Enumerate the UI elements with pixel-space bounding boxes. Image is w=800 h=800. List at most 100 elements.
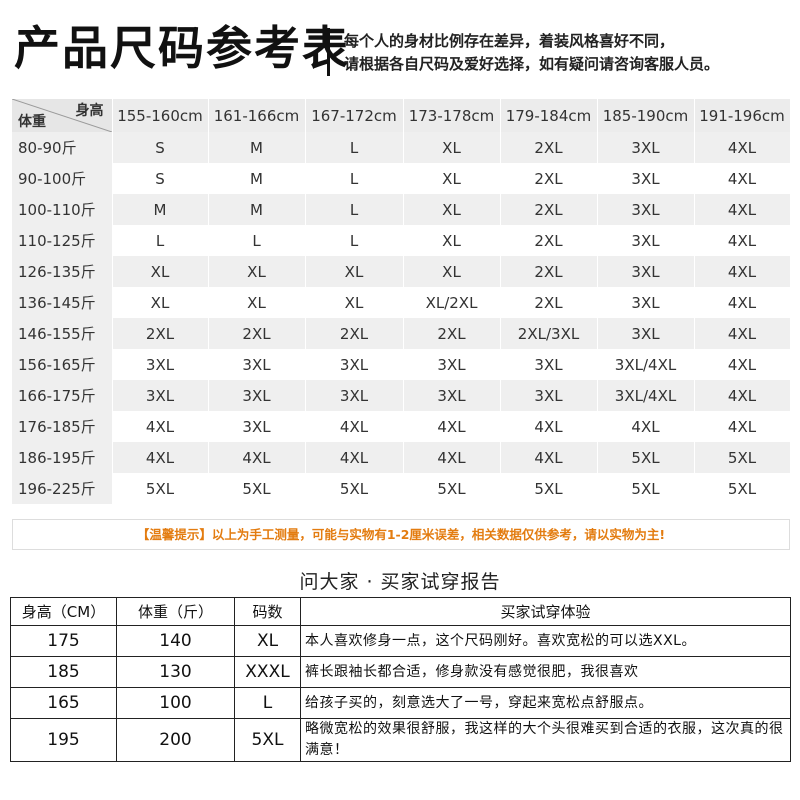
size-cell: M	[208, 163, 306, 194]
size-cell: 2XL	[500, 194, 598, 225]
size-cell: 5XL	[597, 473, 695, 504]
size-cell: 2XL	[305, 318, 404, 349]
report-header-row: 身高（CM） 体重（斤） 码数 买家试穿体验	[10, 597, 791, 626]
size-cell: XL	[112, 287, 209, 318]
size-cell: 3XL/4XL	[597, 380, 695, 411]
subtitle-line-1: 每个人的身材比例存在差异，着装风格喜好不同，	[344, 32, 675, 50]
report-title: 问大家 · 买家试穿报告	[299, 571, 501, 593]
size-cell: 4XL	[694, 349, 791, 380]
title-divider	[327, 28, 330, 76]
size-cell: S	[112, 132, 209, 163]
report-row: 195 200 5XL 略微宽松的效果很舒服，我这样的大个头很难买到合适的衣服，这次真…	[10, 718, 791, 762]
size-cell: 4XL	[403, 411, 501, 442]
size-cell: 5XL	[500, 473, 598, 504]
size-chart-row: 176-185斤 4XL 3XL 4XL 4XL 4XL 4XL 4XL	[12, 411, 791, 442]
size-cell: 4XL	[694, 380, 791, 411]
report-header-height: 身高（CM）	[10, 597, 117, 626]
size-cell: XL	[305, 256, 404, 287]
size-cell: 2XL	[500, 132, 598, 163]
size-cell: 3XL	[597, 132, 695, 163]
size-cell: 4XL	[112, 411, 209, 442]
size-cell: L	[208, 225, 306, 256]
size-cell: 5XL	[112, 473, 209, 504]
report-header-experience: 买家试穿体验	[300, 597, 791, 626]
size-cell: 3XL	[208, 349, 306, 380]
report-weight-cell: 200	[116, 718, 235, 762]
size-cell: L	[305, 225, 404, 256]
size-cell: 3XL	[597, 225, 695, 256]
height-header-cell: 191-196cm	[694, 99, 791, 132]
size-chart-row: 186-195斤 4XL 4XL 4XL 4XL 4XL 5XL 5XL	[12, 442, 791, 473]
size-cell: 3XL	[500, 380, 598, 411]
size-cell: XL	[403, 194, 501, 225]
size-cell: 4XL	[694, 225, 791, 256]
size-cell: L	[112, 225, 209, 256]
size-cell: 4XL	[500, 442, 598, 473]
size-chart-row: 110-125斤 L L L XL 2XL 3XL 4XL	[12, 225, 791, 256]
corner-diagonal-line	[12, 99, 112, 132]
weight-range-cell: 146-155斤	[12, 318, 113, 349]
size-cell: XL	[112, 256, 209, 287]
size-chart-table: 身高 体重 155-160cm 161-166cm 167-172cm 173-178…	[12, 99, 791, 504]
size-cell: 4XL	[305, 442, 404, 473]
size-cell: 3XL	[112, 380, 209, 411]
size-cell: 5XL	[208, 473, 306, 504]
size-chart-row: 90-100斤 S M L XL 2XL 3XL 4XL	[12, 163, 791, 194]
report-row: 185 130 XXXL 裤长跟袖长都合适，修身款没有感觉很肥，我很喜欢	[10, 656, 791, 688]
report-header-size: 码数	[234, 597, 301, 626]
report-height-cell: 175	[10, 625, 117, 657]
size-cell: 4XL	[208, 442, 306, 473]
size-cell: 4XL	[694, 318, 791, 349]
size-cell: 4XL	[694, 163, 791, 194]
size-cell: 5XL	[305, 473, 404, 504]
weight-axis-label: 体重	[18, 114, 46, 130]
page-subtitle: 每个人的身材比例存在差异，着装风格喜好不同， 请根据各自尺码及爱好选择，如有疑问…	[344, 30, 719, 76]
subtitle-line-2: 请根据各自尺码及爱好选择，如有疑问请咨询客服人员。	[344, 55, 720, 73]
size-cell: 3XL	[305, 349, 404, 380]
report-weight-cell: 130	[116, 656, 235, 688]
weight-range-cell: 186-195斤	[12, 442, 113, 473]
report-size-cell: L	[234, 687, 301, 719]
size-cell: M	[112, 194, 209, 225]
weight-range-cell: 80-90斤	[12, 132, 113, 163]
report-experience-cell: 本人喜欢修身一点，这个尺码刚好。喜欢宽松的可以选XXL。	[300, 625, 791, 657]
size-cell: 2XL	[112, 318, 209, 349]
size-cell: L	[305, 194, 404, 225]
size-cell: 3XL	[403, 349, 501, 380]
size-chart-row: 136-145斤 XL XL XL XL/2XL 2XL 3XL 4XL	[12, 287, 791, 318]
size-cell: M	[208, 194, 306, 225]
weight-range-cell: 136-145斤	[12, 287, 113, 318]
size-cell: 5XL	[597, 442, 695, 473]
height-header-cell: 167-172cm	[305, 99, 404, 132]
report-weight-cell: 140	[116, 625, 235, 657]
header: 产品尺码参考表 每个人的身材比例存在差异，着装风格喜好不同， 请根据各自尺码及爱…	[0, 0, 800, 96]
size-cell: S	[112, 163, 209, 194]
size-cell: 3XL	[597, 256, 695, 287]
size-cell: 2XL	[500, 225, 598, 256]
size-cell: 4XL	[694, 411, 791, 442]
size-cell: 4XL	[403, 442, 501, 473]
size-cell: 3XL/4XL	[597, 349, 695, 380]
size-cell: 2XL	[500, 256, 598, 287]
size-cell: 4XL	[597, 411, 695, 442]
size-cell: 4XL	[500, 411, 598, 442]
buyer-report-table: 身高（CM） 体重（斤） 码数 买家试穿体验 175 140 XL 本人喜欢修身一点，…	[10, 597, 791, 762]
size-cell: XL	[208, 256, 306, 287]
report-experience-cell: 裤长跟袖长都合适，修身款没有感觉很肥，我很喜欢	[300, 656, 791, 688]
size-chart-row: 146-155斤 2XL 2XL 2XL 2XL 2XL/3XL 3XL 4XL	[12, 318, 791, 349]
size-cell: XL	[403, 225, 501, 256]
size-cell: 2XL	[500, 287, 598, 318]
page-title: 产品尺码参考表	[14, 21, 350, 75]
size-cell: 5XL	[403, 473, 501, 504]
size-cell: XL/2XL	[403, 287, 501, 318]
height-header-cell: 185-190cm	[597, 99, 695, 132]
report-size-cell: 5XL	[234, 718, 301, 762]
size-cell: XL	[403, 256, 501, 287]
size-cell: XL	[403, 163, 501, 194]
size-cell: 2XL	[208, 318, 306, 349]
report-experience-cell: 略微宽松的效果很舒服，我这样的大个头很难买到合适的衣服，这次真的很满意！	[300, 718, 791, 762]
height-header-cell: 173-178cm	[403, 99, 501, 132]
report-header-weight: 体重（斤）	[116, 597, 235, 626]
size-cell: 4XL	[694, 256, 791, 287]
size-cell: 3XL	[597, 287, 695, 318]
